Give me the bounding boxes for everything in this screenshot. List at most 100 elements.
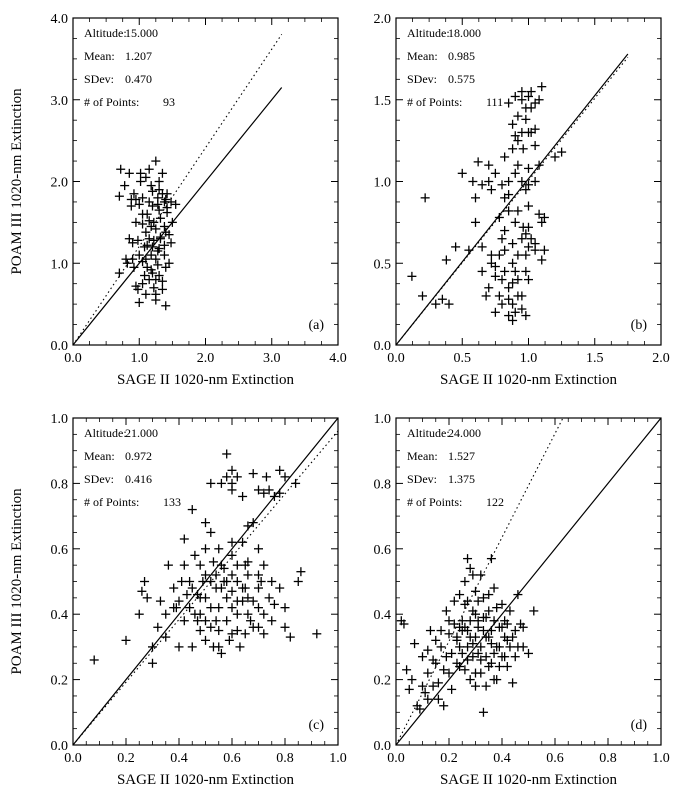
data-point [114,191,124,201]
data-point [259,488,269,498]
data-point [151,156,161,166]
x-axis-label: SAGE II 1020-nm Extinction [440,372,618,388]
data-point [447,684,457,694]
data-point [195,609,205,619]
data-point [275,488,285,498]
data-point [471,668,480,678]
data-point [235,642,245,652]
data-point [425,626,435,636]
data-point [484,177,494,186]
stat-value: 0.972 [125,449,152,463]
data-point [154,177,164,186]
data-point [185,577,195,586]
data-point [142,593,152,603]
data-point [133,284,143,294]
data-point [455,642,465,652]
x-axis-label: SAGE II 1020-nm Extinction [117,372,295,388]
data-point [149,235,159,245]
data-point [291,478,301,488]
data-point [464,245,474,255]
panel-c: 0.0 0.2 0.4 0.6 0.8 1.0 0.0 0.2 0.4 0.6 0.8 1.0 SAGE… [9,412,347,788]
data-point [465,616,475,626]
data-point [227,603,237,613]
data-point [418,652,427,662]
x-tick-label: 0.0 [64,751,82,766]
data-point [222,449,232,459]
data-point [486,185,496,195]
data-point [167,217,177,227]
data-point [116,164,126,174]
data-point [524,180,533,190]
stat-value: 93 [163,95,175,109]
data-point [227,629,237,639]
stat-value: 122 [486,495,504,509]
data-point [460,622,470,632]
y-tick-label: 1.0 [51,412,69,427]
y-tick-label: 0.4 [51,608,69,623]
data-point [477,266,487,276]
data-point [146,250,156,260]
data-point [155,232,165,242]
x-tick-label: 0.2 [440,751,458,766]
data-point [550,152,560,162]
data-point [141,172,151,182]
data-point [524,242,533,252]
data-point [131,217,141,227]
data-point [216,478,226,488]
data-point [530,141,540,151]
data-point [463,596,473,606]
data-point [504,294,514,304]
data-point [513,206,523,216]
x-tick-label: 1.0 [329,751,347,766]
panel-label: (b) [631,318,648,333]
y-tick-label: 0.2 [374,674,392,689]
data-point [248,469,258,479]
data-point [420,688,430,698]
data-point [504,283,514,293]
data-point [524,163,533,173]
data-point [146,221,156,231]
data-point [179,534,189,544]
data-point [439,665,449,675]
data-point [151,289,161,299]
data-point [206,527,216,537]
y-tick-label: 2.0 [51,176,69,191]
data-point [521,229,531,239]
stat-label: # of Points: [84,95,139,109]
data-point [460,577,470,586]
stat-label: Mean: [407,449,438,463]
data-point [481,652,491,662]
data-point [227,586,237,596]
data-point [537,82,547,92]
y-tick-label: 4.0 [51,12,69,27]
stat-label: # of Points: [407,495,462,509]
data-point [524,201,533,211]
data-point [504,206,514,216]
data-point [275,583,285,593]
data-point [534,95,544,105]
y-tick-label: 0.0 [51,339,69,354]
data-point [473,648,483,658]
data-point [463,642,473,652]
data-point [161,609,171,619]
data-point [418,681,427,691]
x-tick-label: 0.6 [546,751,564,766]
data-point [457,616,467,626]
data-point [431,299,441,309]
data-point [420,193,430,203]
data-point [500,616,510,626]
data-point [232,626,242,636]
data-point [500,193,510,203]
data-point [261,472,271,482]
data-point [478,612,488,622]
data-point [534,209,544,219]
panel-label: (c) [308,718,324,733]
data-point [557,147,567,157]
data-point [134,297,144,307]
stat-value: 133 [163,495,181,509]
fit-line [396,53,629,345]
x-tick-label: 0.8 [276,751,294,766]
stat-value: 15.000 [125,26,158,40]
data-point [504,98,514,108]
y-tick-label: 0.0 [51,739,69,754]
